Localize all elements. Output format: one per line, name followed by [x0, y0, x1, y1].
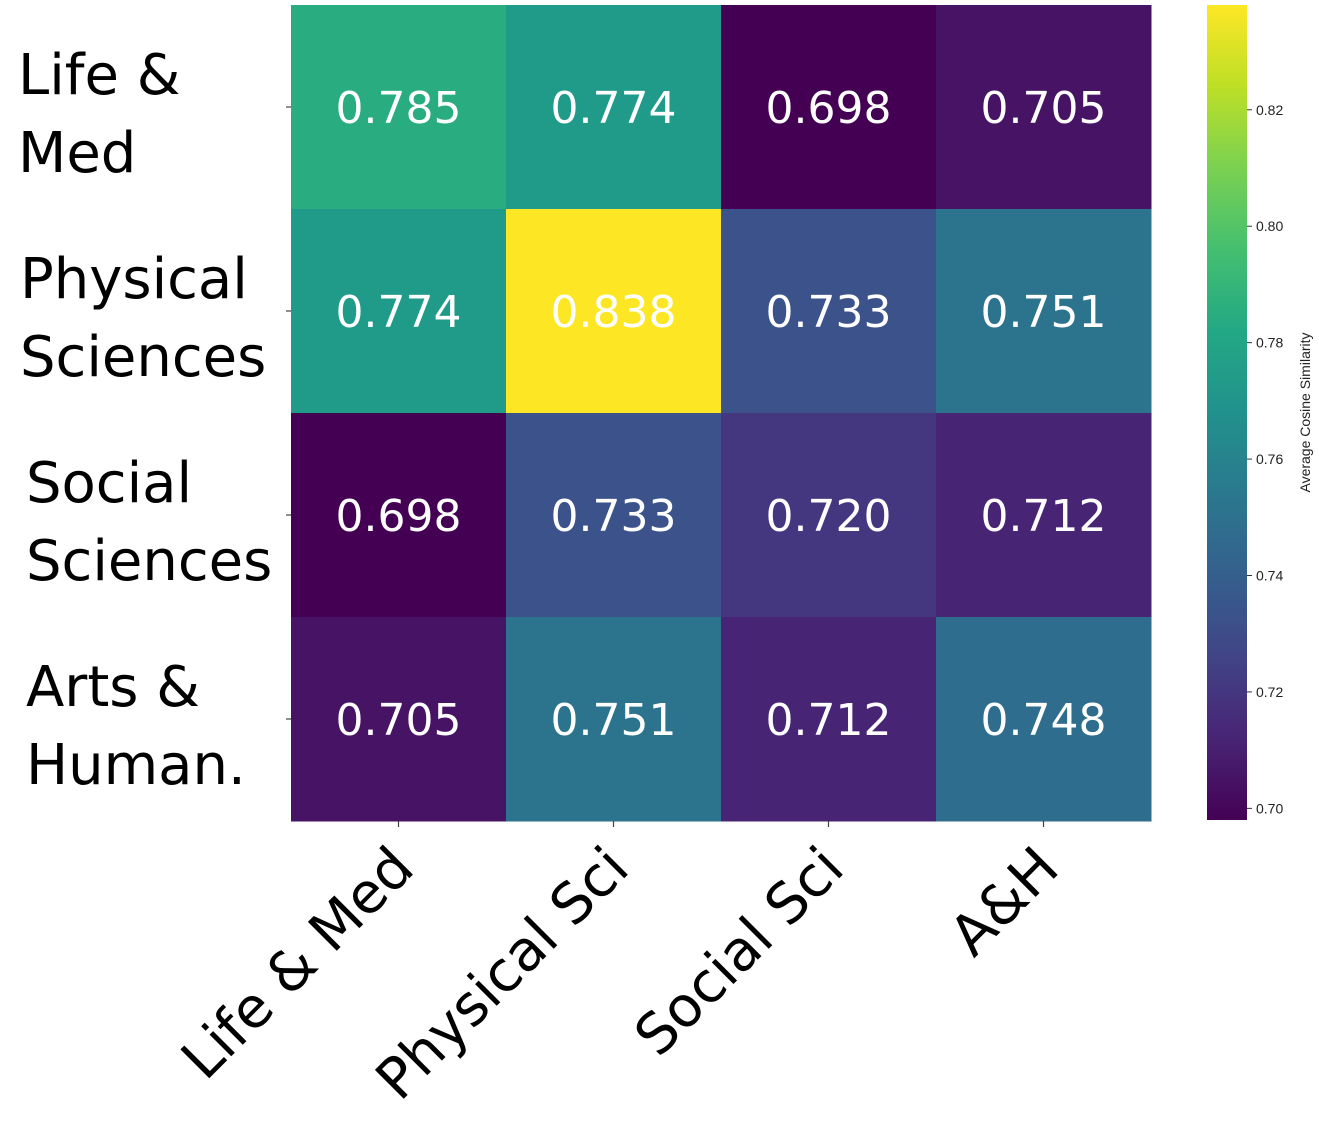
colorbar-tick-label: 0.80	[1256, 218, 1283, 234]
cell-value-label: 0.698	[766, 83, 892, 134]
y-tick-label: Arts & Human.	[26, 655, 246, 798]
colorbar-label: Average Cosine Similarity	[1297, 332, 1313, 492]
cell-value-label: 0.712	[766, 695, 892, 746]
cell-value-label: 0.774	[551, 83, 677, 134]
x-tick-label: A&H	[938, 835, 1072, 969]
cell-value-label: 0.748	[981, 695, 1107, 746]
heatmap-cell	[291, 209, 507, 414]
colorbar-tick-label: 0.82	[1256, 102, 1283, 118]
cell-value-label: 0.698	[336, 491, 462, 542]
heatmap-cell	[936, 617, 1152, 822]
heatmap-cell	[721, 617, 937, 822]
colorbar-tick-label: 0.78	[1256, 335, 1283, 351]
cell-value-label: 0.838	[551, 287, 677, 338]
y-tick-label: Social Sciences	[26, 451, 272, 594]
colorbar-tick-label: 0.72	[1256, 684, 1283, 700]
heatmap-cell	[506, 209, 722, 414]
heatmap-cell	[291, 617, 507, 822]
heatmap-cell	[721, 5, 937, 210]
heatmap-cell	[291, 413, 507, 618]
cell-value-label: 0.751	[551, 695, 677, 746]
colorbar-tick-label: 0.70	[1256, 800, 1283, 816]
heatmap-cell	[721, 209, 937, 414]
heatmap-cell	[721, 413, 937, 618]
x-tick-label: Social Sci	[623, 835, 857, 1069]
heatmap-cell	[936, 209, 1152, 414]
heatmap-cell	[506, 5, 722, 210]
cell-value-label: 0.705	[981, 83, 1107, 134]
heatmap-cell	[936, 5, 1152, 210]
cell-value-label: 0.712	[981, 491, 1107, 542]
cell-value-label: 0.785	[336, 83, 462, 134]
heatmap-value-labels: 0.785 0.774 0.698 0.705 0.774 0.838 0.733 0.751…	[336, 83, 1107, 746]
cell-value-label: 0.733	[766, 287, 892, 338]
heatmap-cell	[506, 413, 722, 618]
colorbar: 0.70 0.72 0.74 0.76 0.78 0.80 0.82 Average Cosi…	[1207, 5, 1313, 820]
colorbar-gradient	[1207, 5, 1247, 820]
heatmap-cells	[291, 5, 1152, 822]
cell-value-label: 0.774	[336, 287, 462, 338]
colorbar-tick-label: 0.74	[1256, 568, 1283, 584]
heatmap-cell	[936, 413, 1152, 618]
y-tick-label: Life & Med	[18, 43, 180, 186]
heatmap-cell	[506, 617, 722, 822]
y-tick-label: Physical Sciences	[20, 247, 266, 390]
cell-value-label: 0.751	[981, 287, 1107, 338]
colorbar-tick-label: 0.76	[1256, 451, 1283, 467]
cell-value-label: 0.733	[551, 491, 677, 542]
y-axis: Life & Med Physical Sciences Social Sciences A…	[18, 43, 291, 798]
cell-value-label: 0.705	[336, 695, 462, 746]
heatmap-cell	[291, 5, 507, 210]
cell-value-label: 0.720	[766, 491, 892, 542]
